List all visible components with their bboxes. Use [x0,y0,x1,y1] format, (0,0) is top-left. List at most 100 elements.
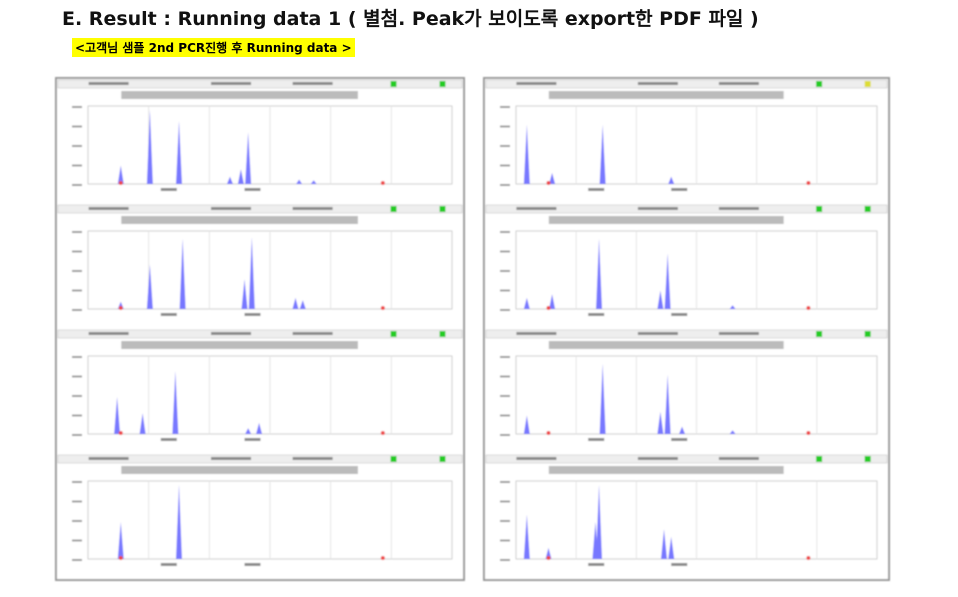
peak [657,290,664,309]
peak-label [160,563,177,566]
header-text [211,332,252,335]
peak [664,253,671,309]
header-text [637,82,678,85]
header-text [516,207,557,210]
dye-bar [548,466,784,474]
axis-label [72,125,82,128]
peak [139,413,146,434]
dye-bar [548,341,784,349]
status [390,456,397,462]
marker [546,306,551,310]
peak-label [588,563,605,566]
axis-label [500,250,510,253]
peak [523,297,530,309]
axis-label [500,145,510,147]
marker [806,306,811,310]
marker [380,181,385,185]
peak [179,238,186,309]
peak [226,176,233,184]
peak [146,110,153,184]
header-text [718,332,759,335]
peak [661,529,668,559]
axis-label [500,434,510,436]
dye-bar [548,216,784,224]
peak [248,237,255,309]
peak [176,121,182,184]
marker [546,431,551,435]
marker [806,556,811,560]
marker [806,181,811,185]
axis-label [72,395,82,397]
status [439,456,446,462]
peak [549,172,556,184]
marker [546,181,551,185]
header-text [516,457,557,460]
axis-label [500,395,510,397]
marker [380,306,385,310]
peak-label [588,313,605,316]
peak [117,165,124,184]
peak [299,300,306,309]
peak [729,305,736,309]
peak [729,430,736,434]
axis-label [500,270,510,272]
peak [523,124,530,184]
status [390,206,397,212]
peak [523,415,530,434]
header-text [292,207,333,210]
header-row [485,329,888,339]
subtitle: <고객님 샘플 2nd PCR진행 후 Running data > [72,38,355,57]
peak [545,547,552,559]
peak [241,279,248,309]
axis-label [72,500,82,503]
marker [118,306,123,310]
peak [296,179,303,184]
header-text [637,457,678,460]
header-row [57,454,463,464]
header-text [718,207,759,210]
axis-label [72,414,82,417]
status [439,331,446,337]
peak-label [244,313,261,316]
header-text [292,332,333,335]
axis-label [72,356,82,358]
peak [596,238,603,309]
dye-bar [121,91,358,99]
peak [256,422,263,434]
header-text [211,457,252,460]
peak-label [588,438,605,441]
axis-label [500,309,510,311]
status [864,456,871,462]
axis-label [72,309,82,311]
peak-label [160,438,177,441]
axis-label [500,414,510,417]
header-row [57,204,463,214]
axis-label [500,375,510,378]
peak [664,374,671,434]
axis-label [72,250,82,253]
peak [117,522,124,559]
axis-label [72,434,82,436]
peak-label [160,188,177,191]
header-text [211,207,252,210]
axis-label [72,375,82,378]
axis-label [72,145,82,147]
peak [668,536,675,559]
header-text [718,457,759,460]
axis-label [500,164,510,167]
dye-bar [121,216,358,224]
axis-label [72,559,82,561]
peak [237,169,244,184]
peak [310,180,317,184]
axis-label [500,559,510,561]
header-text [637,207,678,210]
status [816,331,823,337]
status [816,456,823,462]
axis-label [500,481,510,483]
status [390,81,397,87]
axis-label [72,106,82,108]
peak [679,426,686,434]
status [439,81,446,87]
peak-label [671,313,688,316]
